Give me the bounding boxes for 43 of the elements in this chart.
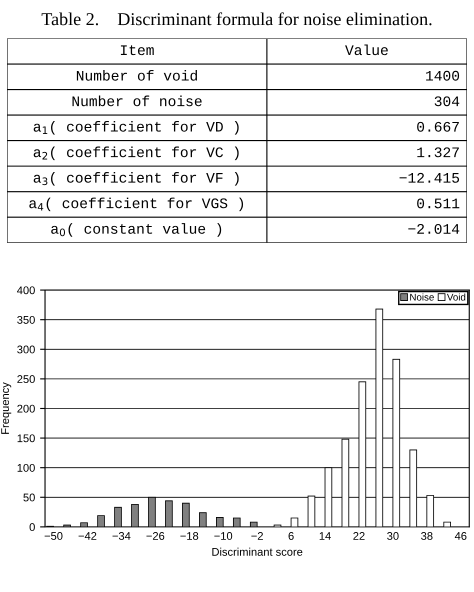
y-tick-label: 0 (30, 523, 35, 532)
x-tick-label: −34 (112, 532, 130, 540)
text: 0.511 (417, 198, 460, 208)
x-tick-label: −18 (180, 532, 198, 540)
y-axis-title: Frequency (1, 382, 12, 434)
text: a$_{0}$( constant value ) (51, 223, 222, 237)
y-tick-label: 350 (17, 316, 35, 324)
text: a$_{4}$( coefficient for VGS ) (29, 198, 244, 212)
x-tick-label: −2 (251, 532, 263, 540)
x-tick-label: 14 (320, 532, 331, 540)
legend-label: Noise (410, 293, 434, 301)
x-tick-label: −50 (44, 532, 63, 540)
text: 304 (434, 96, 460, 106)
text: Number of noise (72, 96, 202, 106)
x-tick-label: 22 (353, 532, 365, 540)
y-tick-label: 100 (18, 464, 35, 472)
x-tick-label: −10 (214, 532, 232, 540)
x-tick-label: 6 (288, 532, 294, 540)
y-tick-label: 400 (17, 286, 35, 294)
x-tick-label: 38 (421, 532, 433, 540)
text: Number of void (76, 70, 197, 81)
text: −12.415 (400, 172, 460, 183)
text: a$_{2}$( coefficient for VC ) (34, 146, 239, 160)
text: 1.327 (417, 147, 459, 158)
text: 1400 (426, 70, 460, 81)
legend-label: Void (446, 293, 466, 301)
x-tick-label: 30 (387, 532, 399, 540)
y-tick-label: 250 (17, 375, 35, 384)
x-tick-label: 46 (454, 532, 466, 540)
text: −2.014 (408, 224, 460, 234)
text: Value (345, 44, 388, 56)
y-tick-label: 150 (18, 434, 35, 442)
x-tick-label: −42 (78, 532, 96, 540)
text: a$_{1}$( coefficient for VD ) (34, 120, 239, 135)
y-tick-label: 300 (17, 346, 35, 354)
text: Item (120, 45, 154, 56)
text: a$_{3}$( coefficient for VF ) (34, 172, 239, 186)
y-tick-label: 50 (23, 494, 35, 502)
x-axis-title: Discriminant score (212, 548, 302, 556)
y-tick-label: 200 (17, 404, 35, 413)
text: Table 2. Discriminant formula for noise elimination. (42, 12, 432, 26)
x-tick-label: −26 (146, 532, 164, 540)
text: 0.667 (417, 122, 459, 132)
